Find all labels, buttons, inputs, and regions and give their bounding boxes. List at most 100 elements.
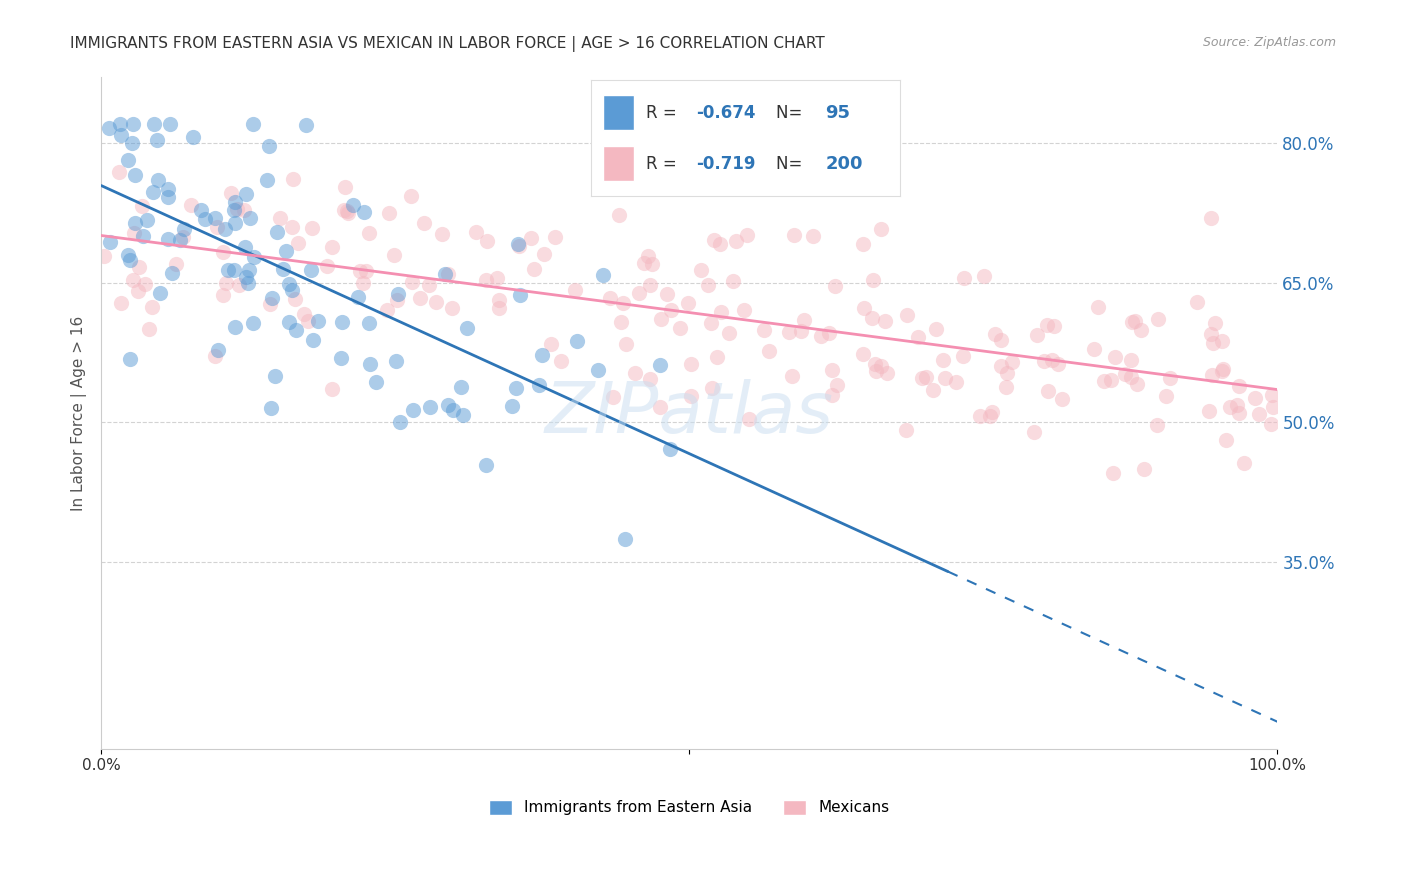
Point: [915, 369, 938, 384]
Point: [169, 233, 191, 247]
Point: [330, 315, 353, 329]
Point: [1260, 417, 1282, 431]
Point: [870, 222, 893, 236]
Point: [1038, 384, 1060, 399]
Point: [1212, 362, 1234, 376]
Point: [434, 268, 457, 282]
Point: [412, 216, 434, 230]
Point: [1227, 406, 1250, 420]
Point: [257, 138, 280, 153]
Point: [523, 262, 546, 277]
Point: [1119, 370, 1142, 384]
Point: [488, 293, 510, 307]
Point: [281, 283, 304, 297]
Point: [679, 357, 702, 371]
Point: [865, 364, 887, 378]
Point: [190, 202, 212, 217]
Point: [329, 351, 352, 365]
Point: [520, 231, 543, 245]
Point: [718, 326, 741, 340]
Point: [136, 212, 159, 227]
Point: [207, 343, 229, 357]
Point: [321, 239, 343, 253]
Point: [278, 277, 301, 291]
Point: [801, 228, 824, 243]
Point: [827, 378, 849, 392]
Point: [614, 337, 637, 351]
Point: [266, 225, 288, 239]
Point: [387, 293, 409, 307]
Point: [98, 235, 121, 249]
Point: [710, 305, 733, 319]
Point: [181, 130, 204, 145]
Point: [364, 376, 387, 390]
Point: [870, 359, 893, 374]
Point: [117, 153, 139, 167]
Point: [1133, 462, 1156, 476]
Point: [540, 336, 562, 351]
Point: [284, 292, 307, 306]
Point: [860, 311, 883, 326]
Point: [778, 325, 800, 339]
Point: [613, 532, 636, 546]
Point: [235, 187, 257, 202]
Point: [706, 350, 728, 364]
Point: [156, 190, 179, 204]
Point: [1201, 368, 1223, 382]
Point: [650, 312, 672, 326]
Point: [1261, 400, 1284, 414]
Point: [228, 277, 250, 292]
Point: [1126, 377, 1149, 392]
Point: [863, 357, 886, 371]
Point: [725, 234, 748, 248]
Point: [1215, 433, 1237, 447]
Point: [1227, 378, 1250, 392]
Point: [474, 458, 496, 473]
Text: N=: N=: [776, 155, 807, 173]
Point: [633, 255, 655, 269]
Point: [173, 222, 195, 236]
Point: [709, 236, 731, 251]
Point: [180, 198, 202, 212]
Point: [214, 222, 236, 236]
Point: [401, 275, 423, 289]
Point: [733, 303, 755, 318]
Point: [156, 182, 179, 196]
Point: [131, 199, 153, 213]
Point: [375, 302, 398, 317]
Point: [676, 295, 699, 310]
Point: [509, 287, 531, 301]
Point: [984, 327, 1007, 342]
Point: [824, 278, 846, 293]
Point: [321, 382, 343, 396]
Point: [485, 270, 508, 285]
Point: [134, 277, 156, 291]
Point: [508, 238, 530, 252]
Point: [782, 369, 804, 384]
Point: [456, 321, 478, 335]
Point: [359, 357, 381, 371]
Point: [226, 202, 249, 217]
Point: [544, 230, 567, 244]
Text: R =: R =: [647, 155, 682, 173]
Point: [224, 202, 246, 217]
Point: [602, 390, 624, 404]
Point: [1026, 327, 1049, 342]
Point: [952, 271, 974, 285]
Point: [204, 349, 226, 363]
Point: [592, 268, 614, 283]
Y-axis label: In Labor Force | Age > 16: In Labor Force | Age > 16: [72, 316, 87, 511]
Point: [599, 291, 621, 305]
Point: [464, 225, 486, 239]
Point: [990, 333, 1012, 347]
Point: [820, 388, 842, 402]
Point: [1247, 407, 1270, 421]
Point: [1261, 388, 1284, 402]
Point: [242, 250, 264, 264]
Point: [156, 232, 179, 246]
Point: [124, 216, 146, 230]
Point: [994, 380, 1017, 394]
Point: [1211, 364, 1233, 378]
Point: [792, 313, 814, 327]
Point: [159, 117, 181, 131]
